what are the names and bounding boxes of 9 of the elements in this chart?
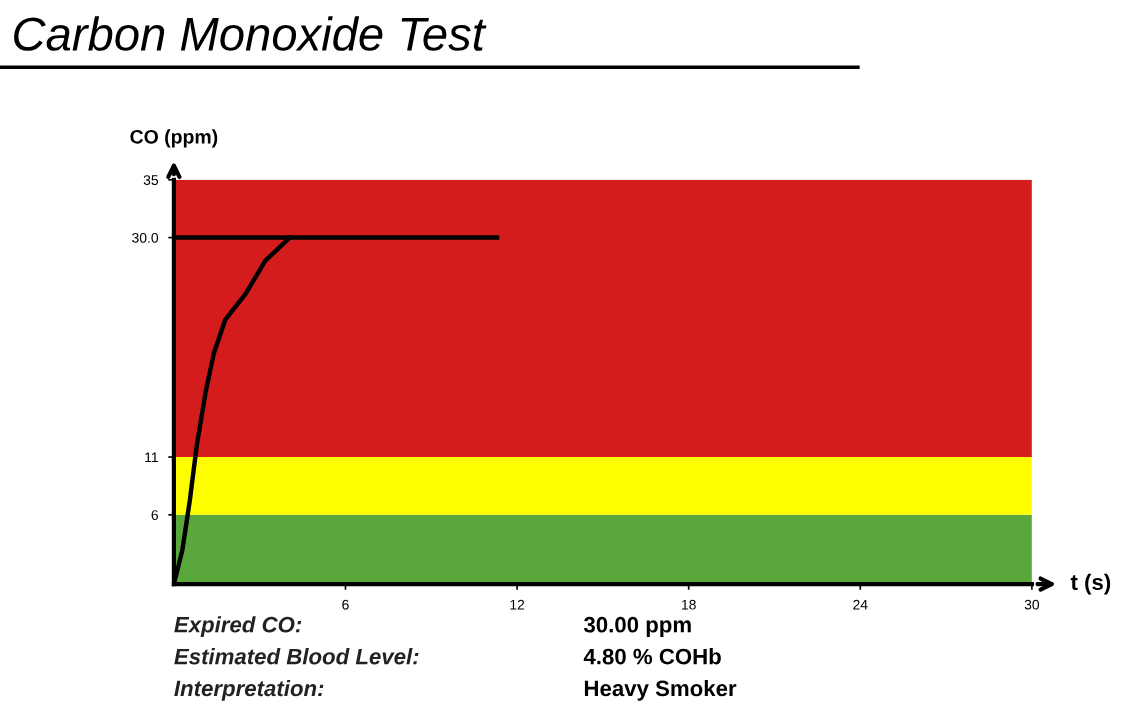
chart-title: Carbon Monoxide Test <box>14 16 487 51</box>
x-axis-title: t (s) <box>1070 573 1111 595</box>
text: 4.80 % COHb <box>583 648 721 665</box>
text: 30.00 ppm <box>583 616 691 637</box>
text: Heavy Smoker <box>584 679 737 701</box>
text: Interpretation: <box>174 679 324 701</box>
text: Expired CO: <box>174 616 302 637</box>
y-axis-title: CO (ppm) <box>130 129 218 148</box>
text: Estimated Blood Level: <box>174 648 419 665</box>
